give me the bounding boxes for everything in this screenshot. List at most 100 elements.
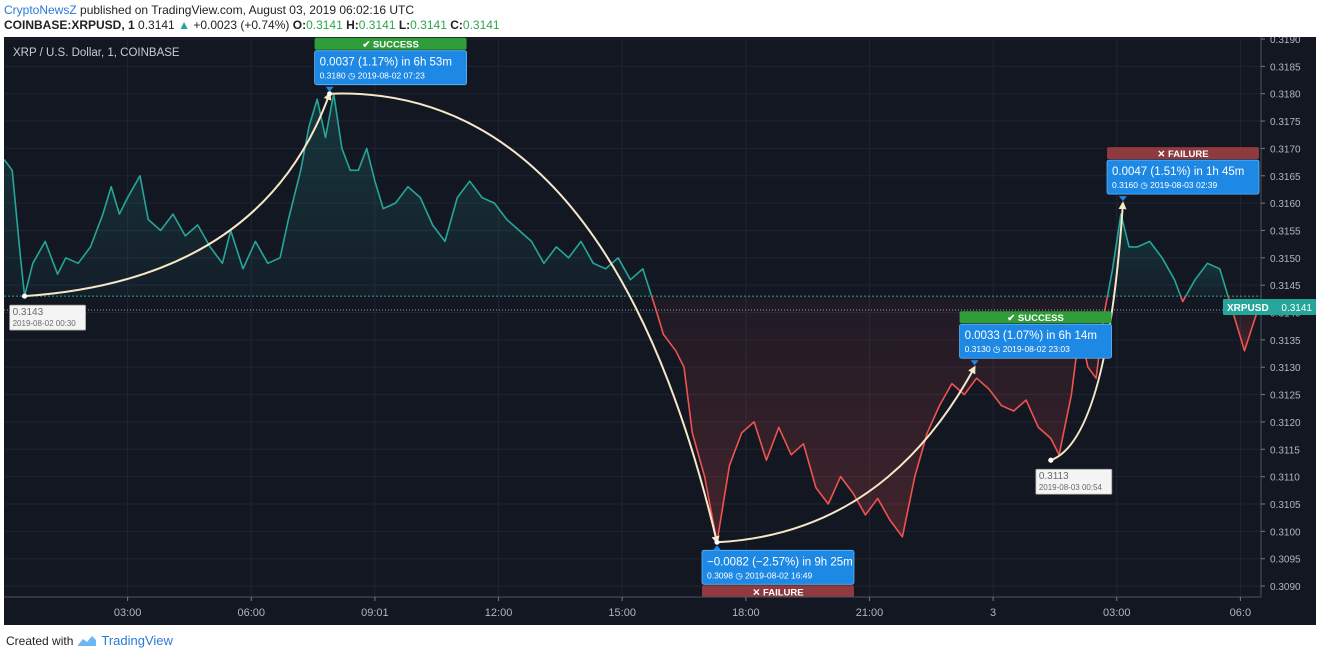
marker-price: 0.3143 [13, 307, 44, 318]
projection-label: ✔ SUCCESS 0.0033 (1.07%) in 6h 14m 0.3130 … [959, 311, 1112, 366]
status-banner [1107, 147, 1259, 160]
reference-lines [4, 295, 1261, 311]
label-pointer [1118, 196, 1127, 202]
label-target: 0.3160 ◷ 2019-08-03 02:39 [1112, 180, 1218, 190]
y-tick-label: 0.3170 [1270, 144, 1301, 155]
open-label: O: [292, 18, 307, 32]
projection-label: ✕ FAILURE 0.0047 (1.51%) in 1h 45m 0.3160 … [1106, 147, 1260, 202]
chart-container[interactable]: ✔ SUCCESS 0.0037 (1.17%) in 6h 53m 0.3180 … [3, 35, 1316, 625]
close-value: 0.3141 [462, 18, 500, 32]
status-banner [701, 585, 854, 598]
projection-arrows [22, 91, 1127, 545]
y-tick-label: 0.3185 [1270, 62, 1301, 73]
x-tick-label: 15:00 [608, 607, 636, 619]
y-tick-label: 0.3115 [1270, 445, 1300, 456]
x-tick-label: 18:00 [732, 607, 760, 619]
status-text: ✔ SUCCESS [1007, 313, 1064, 324]
y-tick-label: 0.3090 [1270, 582, 1301, 593]
label-target: 0.3180 ◷ 2019-08-02 07:23 [320, 71, 426, 81]
x-tick-label: 03:00 [1103, 607, 1131, 619]
y-tick-label: 0.3145 [1270, 281, 1301, 292]
label-change: 0.0037 (1.17%) in 6h 53m [320, 57, 452, 69]
current-price-symbol: XRPUSD [1227, 303, 1269, 314]
time-axis[interactable]: 03:00 06:00 09:01 12:00 15:00 18:00 21:00 3 03:0… [4, 596, 1261, 619]
author-link[interactable]: CryptoNewsZ [4, 3, 77, 17]
label-pointer [325, 86, 334, 92]
price-chart[interactable]: ✔ SUCCESS 0.0037 (1.17%) in 6h 53m 0.3180 … [3, 35, 1316, 625]
projection-label: ✕ FAILURE −0.0082 (−2.57%) in 9h 25m 0.309… [701, 545, 855, 598]
label-change: 0.0033 (1.07%) in 6h 14m [965, 330, 1097, 342]
price-change: +0.0023 (+0.74%) [193, 18, 290, 32]
y-tick-label: 0.3130 [1270, 363, 1301, 374]
area-fill-up [1185, 263, 1228, 297]
x-tick-label: 06:00 [238, 607, 266, 619]
ohlc-line: COINBASE:XRPUSD, 1 0.3141 ▲ +0.0023 (+0.… [4, 18, 500, 33]
y-tick-label: 0.3135 [1270, 336, 1301, 347]
low-value: 0.3141 [410, 18, 447, 32]
created-with-text: Created with [6, 633, 74, 648]
label-pointer [712, 545, 721, 551]
label-pointer [970, 360, 979, 366]
symbol-label: COINBASE:XRPUSD, 1 [4, 18, 135, 32]
footer: Created with TradingView [6, 633, 173, 648]
x-tick-label: 03:00 [114, 607, 142, 619]
open-value: 0.3141 [306, 18, 343, 32]
marker-time: 2019-08-03 00:54 [1039, 483, 1103, 492]
chart-background [4, 37, 1316, 625]
series-line-down [1179, 295, 1187, 303]
series-line-up [3, 92, 653, 297]
projection-label: ✔ SUCCESS 0.0037 (1.17%) in 6h 53m 0.3180 … [314, 37, 467, 92]
high-label: H: [346, 18, 359, 32]
y-tick-label: 0.3125 [1270, 391, 1301, 402]
close-label: C: [450, 18, 463, 32]
chart-title: XRP / U.S. Dollar, 1, COINBASE [13, 47, 180, 59]
y-tick-label: 0.3165 [1270, 172, 1301, 183]
marker-dot [1048, 457, 1054, 463]
published-text: published on TradingView.com, August 03,… [80, 3, 415, 17]
projection-arrow [716, 365, 976, 544]
current-price-tag-bg [1223, 299, 1316, 316]
y-tick-label: 0.3175 [1270, 117, 1301, 128]
area-fill-up [4, 93, 652, 297]
marker-box [1035, 468, 1113, 495]
y-tick-label: 0.3095 [1270, 555, 1301, 566]
y-tick-label: 0.3155 [1270, 226, 1301, 237]
price-axis[interactable]: 0.3190 0.3185 0.3180 0.3175 0.3170 0.3165 0.31… [1223, 35, 1316, 625]
publish-line: CryptoNewsZ published on TradingView.com… [4, 3, 500, 18]
label-change: 0.0047 (1.51%) in 1h 45m [1112, 166, 1244, 178]
y-tick-label: 0.3110 [1270, 473, 1300, 484]
arrow-start-point [327, 91, 333, 97]
x-tick-label: 21:00 [856, 607, 884, 619]
label-box [701, 549, 855, 585]
label-target: 0.3098 ◷ 2019-08-02 16:49 [707, 570, 813, 580]
x-tick-label: 06:0 [1230, 607, 1251, 619]
y-tick-label: 0.3105 [1270, 500, 1301, 511]
current-price-value: 0.3141 [1281, 303, 1312, 314]
y-tick-label: 0.3180 [1270, 90, 1301, 101]
series-line-up [1106, 213, 1182, 297]
x-tick-label: 3 [990, 607, 996, 619]
x-tick-label: 09:01 [361, 607, 389, 619]
last-price: 0.3141 [138, 18, 175, 32]
label-change: −0.0082 (−2.57%) in 9h 25m [707, 556, 853, 568]
chart-header: CryptoNewsZ published on TradingView.com… [4, 3, 500, 33]
projection-arrow [24, 91, 332, 298]
projection-arrow [329, 92, 720, 545]
marker-box [9, 304, 87, 331]
low-label: L: [398, 18, 411, 32]
arrow-start-point [714, 539, 720, 545]
status-banner [959, 311, 1112, 324]
marker-time: 2019-08-02 00:30 [13, 319, 77, 328]
label-target: 0.3130 ◷ 2019-08-02 23:03 [965, 344, 1071, 354]
marker-price: 0.3113 [1039, 471, 1069, 482]
y-tick-label: 0.3100 [1270, 527, 1301, 538]
y-tick-label: 0.3120 [1270, 418, 1301, 429]
label-box [959, 323, 1112, 359]
projection-arrow [1050, 201, 1127, 462]
tradingview-logo-icon [78, 635, 97, 646]
series-line-up [1185, 262, 1229, 297]
y-tick-label: 0.3160 [1270, 199, 1301, 210]
current-price-tag: XRPUSD 0.3141 [1223, 299, 1316, 316]
tradingview-brand[interactable]: TradingView [101, 633, 173, 648]
